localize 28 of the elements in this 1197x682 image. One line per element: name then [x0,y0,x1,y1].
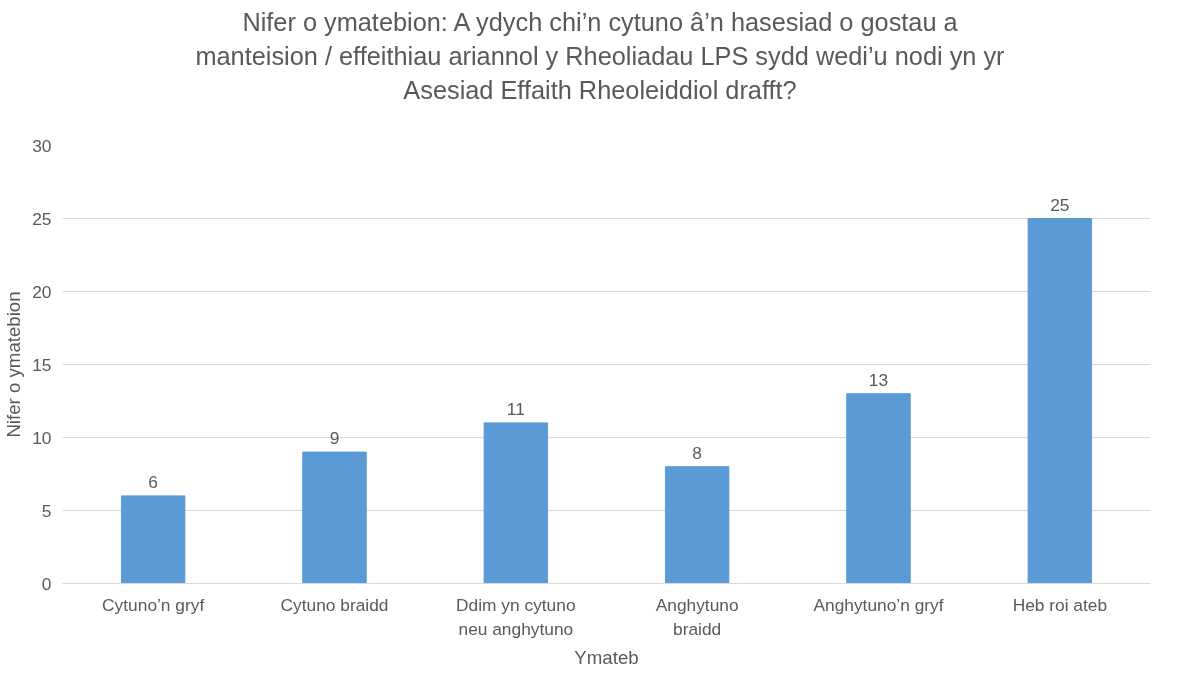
y-tick-label: 20 [32,281,52,302]
bar [846,393,911,584]
y-tick-label: 25 [32,208,52,229]
x-tick-label: Heb roi ateb [1012,594,1108,615]
bar [664,466,730,584]
x-tick-label: Anghytuno braidd [655,594,739,639]
data-label: 8 [692,442,702,463]
y-tick-label: 10 [32,427,52,448]
x-tick-label: Cytuno braidd [280,594,389,615]
data-label: 11 [506,398,525,419]
bar [302,451,367,584]
y-tick-label: 0 [41,573,52,594]
y-axis-title: Nifer o ymatebion [3,291,25,438]
bar [120,495,186,584]
y-tick-label: 30 [32,135,52,156]
data-label: 9 [329,428,340,449]
x-tick-label: Cytuno’n gryf [102,594,205,615]
y-tick-label: 5 [41,500,52,521]
data-label: 6 [148,471,158,492]
x-axis-title: Ymateb [574,646,639,668]
data-label: 25 [1050,194,1070,215]
bar [483,422,549,584]
x-tick-label: Anghytuno’n gryf [813,594,944,615]
x-tick-label: Ddim yn cytuno neu anghytuno [456,594,576,639]
y-tick-label: 15 [32,354,52,375]
bar [1027,218,1093,584]
chart-title: Nifer o ymatebion: A ydych chi’n cytuno â’n hasesiad o gostau a manteision / effeithiau ariannol y Rheoliadau LPS sydd wedi’u nodi yn yr Asesiad Effaith Rheoleiddiol drafft? [195,7,1005,107]
data-label: 13 [868,369,889,390]
